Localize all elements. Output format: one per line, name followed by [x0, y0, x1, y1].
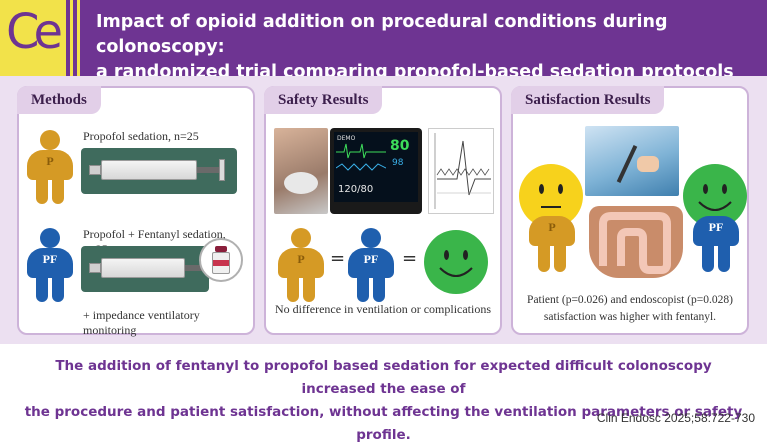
fentanyl-person-label: PF — [42, 252, 58, 266]
fentanyl-person-label: PF — [363, 252, 379, 266]
colon-icon — [599, 212, 671, 274]
propofol-person-icon: P — [529, 216, 575, 272]
vital-signs-monitor: DEMO 80 98 120/80 — [330, 128, 422, 214]
satisfaction-caption-line-1: Patient (p=0.026) and endoscopist (p=0.0… — [527, 294, 733, 306]
patient-airway-photo — [274, 128, 328, 214]
equals-sign: = — [330, 248, 346, 269]
satisfaction-caption: Patient (p=0.026) and endoscopist (p=0.0… — [513, 292, 747, 326]
journal-logo: Ce — [0, 0, 66, 76]
logo-stripe — [70, 0, 73, 76]
syringe-photo — [81, 246, 209, 292]
equals-sign: = — [402, 248, 418, 269]
syringe-photo — [81, 148, 237, 194]
safety-caption: No difference in ventilation or complica… — [274, 302, 492, 316]
conclusion-line-1: The addition of fentanyl to propofol bas… — [55, 358, 712, 397]
propofol-person-label: P — [297, 252, 305, 266]
monitor-waveform-icon — [336, 143, 386, 171]
safety-panel: Safety Results DEMO 80 98 120/80 — [264, 86, 502, 335]
logo-stripe — [77, 0, 80, 76]
propofol-person-icon: P — [278, 228, 324, 302]
group1-label: Propofol sedation, n=25 — [83, 129, 199, 143]
monitoring-label: + impedance ventilatory monitoring — [83, 308, 200, 337]
endoscopist-photo — [585, 126, 679, 196]
logo-text: Ce — [6, 4, 63, 60]
title-line-1: Impact of opioid addition on procedural … — [96, 12, 668, 57]
monitor-spo2: 98 — [392, 158, 404, 168]
fentanyl-person-label: PF — [708, 220, 724, 234]
methods-title: Methods — [17, 86, 101, 114]
fentanyl-person-icon: PF — [693, 216, 739, 272]
fentanyl-person-icon: PF — [27, 228, 73, 302]
ventilation-wave-icon — [434, 133, 491, 209]
methods-panel: Methods P Propofol sedation, n=25 PF Pro… — [17, 86, 255, 337]
happy-face-icon — [424, 230, 488, 294]
page-title: Impact of opioid addition on procedural … — [96, 10, 756, 85]
safety-title: Safety Results — [264, 86, 383, 114]
monitor-demo-text: DEMO — [337, 135, 356, 142]
header-banner: Ce Impact of opioid addition on procedur… — [0, 0, 767, 82]
satisfaction-caption-line-2: satisfaction was higher with fentanyl. — [543, 311, 717, 323]
monitor-bp: 120/80 — [338, 184, 374, 195]
conclusion-text: The addition of fentanyl to propofol bas… — [20, 355, 747, 447]
colon-illustration — [589, 206, 683, 278]
fentanyl-vial-icon — [199, 238, 243, 282]
satisfaction-panel: Satisfaction Results P — [511, 86, 749, 335]
propofol-person-label: P — [46, 154, 54, 168]
propofol-person-label: P — [548, 220, 556, 234]
monitor-hr: 80 — [390, 138, 410, 154]
propofol-person-icon: P — [27, 130, 73, 204]
citation: Clin Endosc 2025;58:722-730 — [596, 411, 755, 425]
fentanyl-person-icon: PF — [348, 228, 394, 302]
satisfaction-title: Satisfaction Results — [511, 86, 665, 114]
ventilation-graph — [428, 128, 494, 214]
